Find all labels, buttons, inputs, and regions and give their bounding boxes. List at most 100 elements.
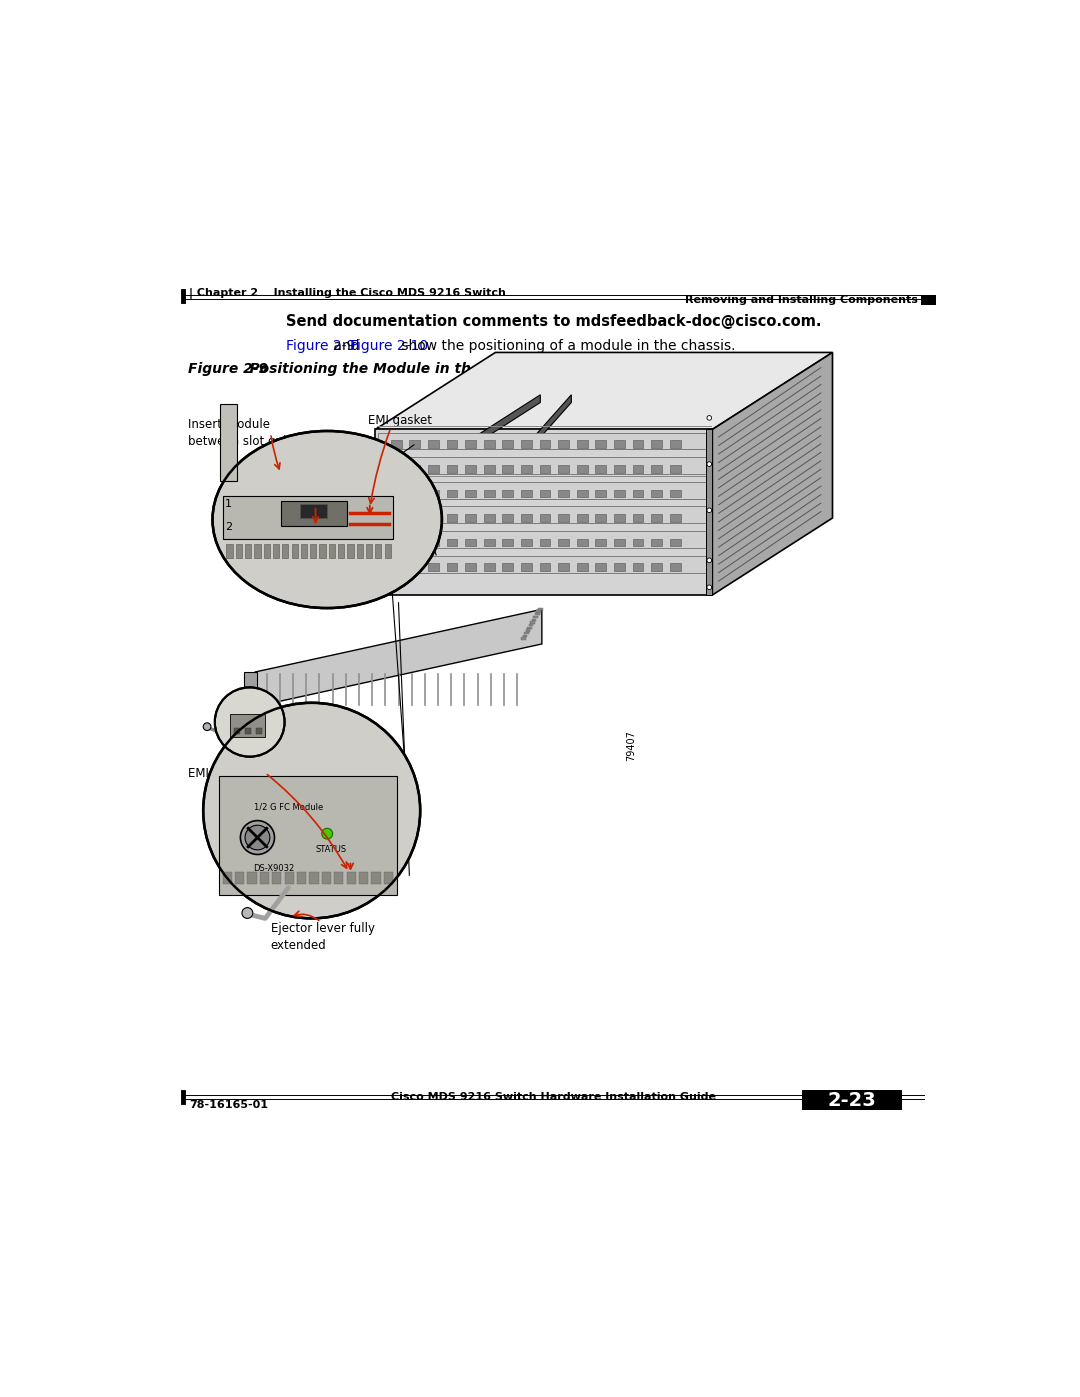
Bar (300, 504, 327, 518)
Bar (428, 465, 438, 472)
Bar (558, 563, 569, 571)
Bar (527, 627, 531, 629)
Polygon shape (375, 352, 833, 429)
Text: EMI gasket: EMI gasket (367, 414, 432, 427)
Bar (465, 440, 476, 448)
Bar (372, 872, 380, 884)
Bar (577, 440, 588, 448)
Bar (378, 556, 710, 573)
Bar (502, 514, 513, 522)
Bar (245, 728, 252, 735)
Bar (484, 440, 495, 448)
Bar (428, 514, 438, 522)
Text: Insert module
between slot guides: Insert module between slot guides (188, 418, 307, 448)
Bar (577, 514, 588, 522)
Text: STATUS: STATUS (315, 845, 347, 854)
Bar (218, 775, 397, 895)
Bar (301, 545, 307, 557)
Bar (530, 622, 535, 623)
Bar (222, 496, 393, 539)
Bar (613, 465, 625, 472)
Bar (595, 539, 606, 546)
Bar (540, 440, 551, 448)
Bar (484, 465, 495, 472)
Circle shape (322, 828, 333, 840)
Bar (633, 440, 644, 448)
Bar (428, 440, 438, 448)
Polygon shape (713, 352, 833, 595)
Text: 2: 2 (225, 522, 232, 532)
Bar (670, 489, 680, 497)
Bar (230, 714, 266, 738)
Circle shape (707, 557, 712, 563)
Bar (613, 563, 625, 571)
Bar (465, 465, 476, 472)
Bar (577, 489, 588, 497)
Bar (356, 545, 363, 557)
Polygon shape (255, 609, 542, 707)
Text: and: and (328, 339, 364, 353)
Bar (245, 545, 252, 557)
Bar (670, 465, 680, 472)
Bar (651, 539, 662, 546)
Bar (243, 672, 257, 707)
Text: Positioning the Module in the Chassis: Positioning the Module in the Chassis (230, 362, 544, 376)
Bar (465, 539, 476, 546)
Bar (540, 563, 551, 571)
Bar (502, 489, 513, 497)
Bar (309, 872, 319, 884)
Bar (428, 539, 438, 546)
Bar (428, 563, 438, 571)
Bar (235, 545, 242, 557)
Bar (534, 616, 538, 617)
Bar (540, 465, 551, 472)
Bar (521, 514, 531, 522)
Bar (651, 440, 662, 448)
Bar (391, 440, 402, 448)
Bar (558, 539, 569, 546)
Bar (378, 457, 710, 474)
Circle shape (242, 908, 253, 918)
Text: DS-X9032: DS-X9032 (254, 863, 295, 873)
Text: 79407: 79407 (626, 729, 636, 760)
Bar (613, 539, 625, 546)
Bar (446, 539, 458, 546)
Bar (378, 507, 710, 524)
Bar (613, 514, 625, 522)
Bar (320, 545, 326, 557)
Bar (484, 563, 495, 571)
Bar (220, 404, 238, 481)
Circle shape (203, 722, 211, 731)
Bar (284, 872, 294, 884)
Bar (347, 872, 356, 884)
Bar (391, 465, 402, 472)
Bar (391, 539, 402, 546)
Bar (538, 608, 542, 610)
Bar (651, 563, 662, 571)
Polygon shape (375, 429, 713, 595)
Bar (391, 489, 402, 497)
Bar (633, 539, 644, 546)
Bar (540, 514, 551, 522)
Bar (526, 629, 530, 631)
Circle shape (707, 462, 712, 467)
Text: Cisco MDS 9216 Switch Hardware Installation Guide: Cisco MDS 9216 Switch Hardware Installat… (391, 1092, 716, 1102)
Bar (921, 295, 936, 305)
Circle shape (241, 820, 274, 855)
Text: 1: 1 (225, 499, 232, 509)
Text: Figure 2-10: Figure 2-10 (350, 339, 428, 353)
Bar (595, 563, 606, 571)
Bar (651, 514, 662, 522)
Text: 1/2 G FC Module: 1/2 G FC Module (254, 802, 323, 812)
Circle shape (707, 509, 712, 513)
Bar (409, 539, 420, 546)
Bar (540, 489, 551, 497)
Bar (297, 872, 307, 884)
Bar (409, 465, 420, 472)
Bar (521, 489, 531, 497)
Circle shape (245, 826, 270, 849)
Bar (524, 631, 529, 634)
Circle shape (215, 687, 284, 757)
Bar (428, 489, 438, 497)
Bar (334, 872, 343, 884)
